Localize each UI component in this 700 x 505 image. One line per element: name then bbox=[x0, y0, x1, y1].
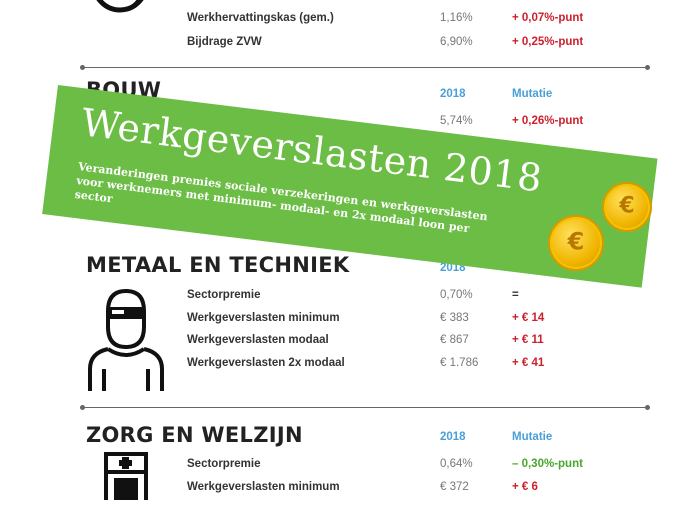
section-divider bbox=[80, 65, 650, 70]
row-mutation: = bbox=[512, 289, 519, 301]
row-label: Sectorpremie bbox=[187, 458, 261, 470]
column-header-mutation: Mutatie bbox=[512, 88, 553, 100]
row-mutation: + 0,25%-punt bbox=[512, 36, 584, 48]
row-mutation: + € 41 bbox=[512, 357, 545, 369]
row-label: Werkhervattingskas (gem.) bbox=[187, 12, 334, 24]
row-value: 0,64% bbox=[440, 458, 473, 470]
row-label: Werkgeverslasten 2x modaal bbox=[187, 357, 345, 369]
row-mutation: + 0,07%-punt bbox=[512, 12, 584, 24]
row-mutation: – 0,30%-punt bbox=[512, 458, 583, 470]
row-value: € 372 bbox=[440, 481, 469, 493]
row-mutation: + € 6 bbox=[512, 481, 538, 493]
welder-icon bbox=[86, 285, 166, 395]
section-title-metaal: METAAL EN TECHNIEK bbox=[86, 253, 350, 277]
section-title-zorg: ZORG EN WELZIJN bbox=[86, 423, 303, 447]
row-mutation: + € 14 bbox=[512, 312, 545, 324]
row-label: Werkgeverslasten minimum bbox=[187, 481, 340, 493]
section-divider bbox=[80, 405, 650, 410]
row-value: 1,16% bbox=[440, 12, 473, 24]
row-label: Bijdrage ZVW bbox=[187, 36, 262, 48]
row-mutation: + € 11 bbox=[512, 334, 544, 346]
row-value: 0,70% bbox=[440, 289, 473, 301]
row-value: 5,74% bbox=[440, 115, 473, 127]
row-value: € 1.786 bbox=[440, 357, 479, 369]
coin-symbol: € bbox=[567, 227, 585, 256]
euro-coin-icon: € bbox=[86, 0, 158, 32]
row-value: € 383 bbox=[440, 312, 469, 324]
row-label: Sectorpremie bbox=[187, 289, 261, 301]
column-header-mutation: Mutatie bbox=[512, 431, 553, 443]
row-value: 6,90% bbox=[440, 36, 473, 48]
coin-symbol: € bbox=[619, 193, 635, 219]
row-value: € 867 bbox=[440, 334, 469, 346]
euro-coin-icon: € bbox=[548, 215, 604, 271]
row-label: Werkgeverslasten minimum bbox=[187, 312, 340, 324]
euro-coin-icon: € bbox=[602, 182, 652, 232]
row-mutation: + 0,26%-punt bbox=[512, 115, 584, 127]
column-header-year: 2018 bbox=[440, 88, 466, 100]
nurse-icon bbox=[100, 452, 152, 500]
row-label: Werkgeverslasten modaal bbox=[187, 334, 329, 346]
column-header-year: 2018 bbox=[440, 431, 466, 443]
